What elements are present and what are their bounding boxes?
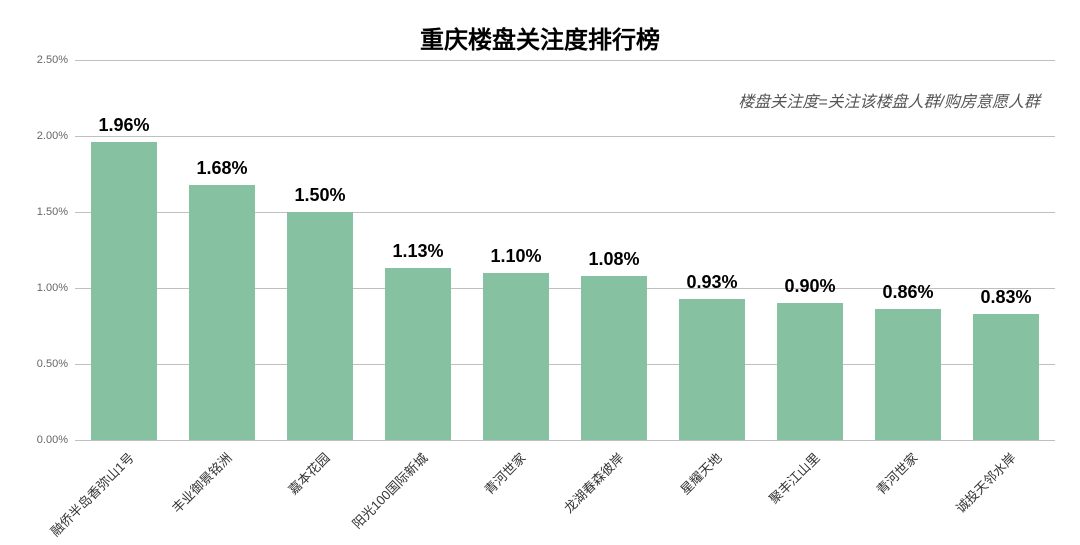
chart-container: 重庆楼盘关注度排行榜 楼盘关注度=关注该楼盘人群/购房意愿人群 1.96%1.6… bbox=[0, 0, 1080, 545]
bar-value-label: 0.83% bbox=[946, 287, 1066, 308]
x-axis-labels: 融侨半岛香弥山1号丰业御景铭洲嘉本花园阳光100国际新城青河世家龙湖春森彼岸星耀… bbox=[75, 440, 1055, 545]
bar bbox=[875, 309, 942, 440]
plot-area: 1.96%1.68%1.50%1.13%1.10%1.08%0.93%0.90%… bbox=[75, 60, 1055, 440]
gridline bbox=[75, 136, 1055, 137]
x-tick-label: 阳光100国际新城 bbox=[347, 448, 431, 532]
bar bbox=[679, 299, 746, 440]
bar bbox=[483, 273, 550, 440]
x-tick-label: 星耀天地 bbox=[675, 448, 725, 498]
chart-title: 重庆楼盘关注度排行榜 bbox=[0, 20, 1080, 55]
y-tick-label: 2.00% bbox=[20, 130, 68, 142]
x-tick-label: 嘉本花园 bbox=[283, 448, 333, 498]
bar-value-label: 1.08% bbox=[554, 249, 674, 270]
x-tick-label: 龙湖春森彼岸 bbox=[559, 448, 628, 517]
x-tick-label: 青河世家 bbox=[479, 448, 529, 498]
bar-value-label: 1.68% bbox=[162, 158, 282, 179]
bar-value-label: 1.50% bbox=[260, 185, 380, 206]
bar bbox=[777, 303, 844, 440]
bar bbox=[973, 314, 1040, 440]
y-tick-label: 1.50% bbox=[20, 206, 68, 218]
bar bbox=[581, 276, 648, 440]
bar bbox=[287, 212, 354, 440]
bar bbox=[91, 142, 158, 440]
x-tick-label: 融侨半岛香弥山1号 bbox=[46, 448, 138, 540]
x-tick-label: 诚投天邻水岸 bbox=[951, 448, 1020, 517]
y-tick-label: 0.50% bbox=[20, 358, 68, 370]
bar bbox=[385, 268, 452, 440]
y-tick-label: 1.00% bbox=[20, 282, 68, 294]
bar-value-label: 1.96% bbox=[64, 115, 184, 136]
x-tick-label: 青河世家 bbox=[871, 448, 921, 498]
x-tick-label: 聚丰江山里 bbox=[764, 448, 823, 507]
y-tick-label: 0.00% bbox=[20, 434, 68, 446]
gridline bbox=[75, 60, 1055, 61]
y-tick-label: 2.50% bbox=[20, 54, 68, 66]
bar bbox=[189, 185, 256, 440]
x-tick-label: 丰业御景铭洲 bbox=[167, 448, 236, 517]
